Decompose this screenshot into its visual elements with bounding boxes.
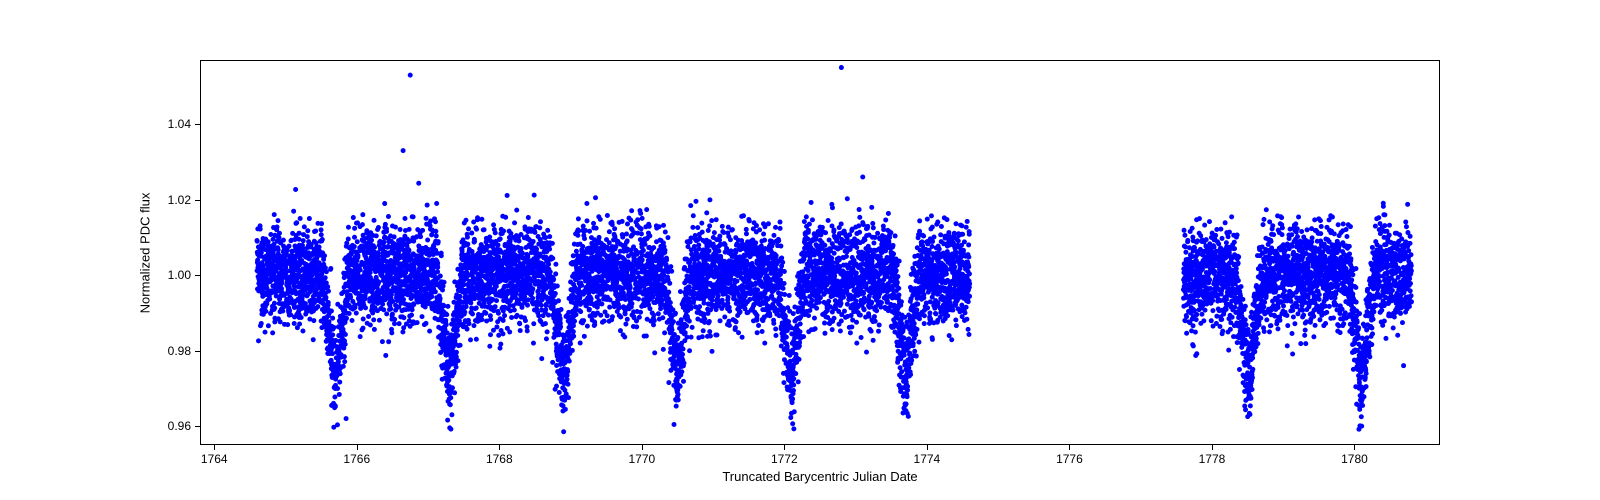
y-tick-mark	[195, 275, 200, 276]
x-tick-label: 1780	[1341, 452, 1368, 466]
x-tick-label: 1774	[914, 452, 941, 466]
scatter-axes	[200, 60, 1440, 445]
x-tick-label: 1764	[201, 452, 228, 466]
x-tick-mark	[499, 445, 500, 450]
y-tick-mark	[195, 200, 200, 201]
y-tick-mark	[195, 124, 200, 125]
x-tick-label: 1778	[1199, 452, 1226, 466]
y-tick-label: 0.96	[168, 419, 191, 433]
y-tick-label: 1.02	[168, 193, 191, 207]
x-tick-mark	[357, 445, 358, 450]
x-tick-mark	[642, 445, 643, 450]
x-axis-label: Truncated Barycentric Julian Date	[722, 469, 917, 484]
x-tick-mark	[784, 445, 785, 450]
y-tick-mark	[195, 351, 200, 352]
y-tick-mark	[195, 426, 200, 427]
y-tick-label: 1.04	[168, 117, 191, 131]
x-tick-mark	[927, 445, 928, 450]
x-tick-label: 1768	[486, 452, 513, 466]
x-tick-mark	[1069, 445, 1070, 450]
figure: Truncated Barycentric Julian Date Normal…	[0, 0, 1600, 500]
x-tick-label: 1772	[771, 452, 798, 466]
x-tick-label: 1766	[343, 452, 370, 466]
x-tick-mark	[1354, 445, 1355, 450]
y-tick-label: 0.98	[168, 344, 191, 358]
x-tick-label: 1776	[1056, 452, 1083, 466]
y-tick-label: 1.00	[168, 268, 191, 282]
x-tick-mark	[1212, 445, 1213, 450]
x-tick-mark	[214, 445, 215, 450]
x-tick-label: 1770	[628, 452, 655, 466]
y-axis-label: Normalized PDC flux	[138, 192, 153, 313]
